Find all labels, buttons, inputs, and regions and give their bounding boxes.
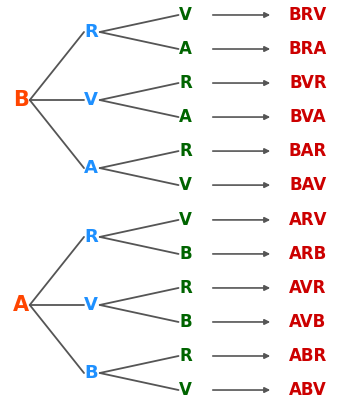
Text: B: B <box>13 90 29 110</box>
Text: R: R <box>179 347 192 365</box>
Text: BAR: BAR <box>289 142 327 160</box>
Text: ABV: ABV <box>289 381 327 399</box>
Text: BAV: BAV <box>289 176 327 194</box>
Text: B: B <box>179 245 192 263</box>
Text: BVR: BVR <box>289 74 327 92</box>
Text: R: R <box>84 23 98 41</box>
Text: ARB: ARB <box>289 245 327 263</box>
Text: V: V <box>179 176 192 194</box>
Text: V: V <box>179 381 192 399</box>
Text: R: R <box>179 74 192 92</box>
Text: R: R <box>179 142 192 160</box>
Text: BRV: BRV <box>289 6 327 24</box>
Text: BVA: BVA <box>290 108 326 126</box>
Text: V: V <box>179 6 192 24</box>
Text: BRA: BRA <box>289 40 327 58</box>
Text: A: A <box>179 40 192 58</box>
Text: A: A <box>84 159 98 177</box>
Text: B: B <box>179 313 192 331</box>
Text: V: V <box>84 296 98 314</box>
Text: ABR: ABR <box>289 347 327 365</box>
Text: V: V <box>84 91 98 109</box>
Text: R: R <box>84 228 98 246</box>
Text: R: R <box>179 279 192 297</box>
Text: AVB: AVB <box>289 313 327 331</box>
Text: V: V <box>179 211 192 229</box>
Text: A: A <box>179 108 192 126</box>
Text: AVR: AVR <box>289 279 327 297</box>
Text: A: A <box>13 295 29 315</box>
Text: ARV: ARV <box>289 211 327 229</box>
Text: B: B <box>84 364 98 382</box>
